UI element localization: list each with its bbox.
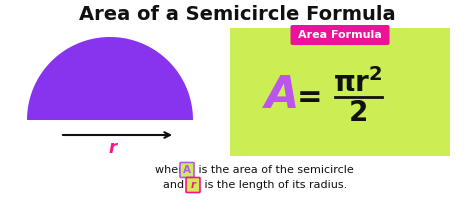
Text: r: r [191,180,196,190]
Text: Area Formula: Area Formula [298,30,382,40]
Text: A: A [265,74,299,116]
Polygon shape [27,37,193,120]
Text: 2: 2 [348,99,368,127]
Text: and: and [163,180,188,190]
FancyBboxPatch shape [186,177,200,192]
FancyBboxPatch shape [230,28,450,156]
Text: where: where [155,165,193,175]
Text: A: A [183,165,191,175]
FancyBboxPatch shape [291,25,390,45]
Text: =: = [297,84,323,112]
Text: r: r [109,139,117,157]
Text: is the area of the semicircle: is the area of the semicircle [195,165,354,175]
Text: Area of a Semicircle Formula: Area of a Semicircle Formula [79,5,395,23]
Text: $\mathbf{\pi r^2}$: $\mathbf{\pi r^2}$ [333,68,383,98]
Text: is the length of its radius.: is the length of its radius. [201,180,347,190]
FancyBboxPatch shape [180,163,194,177]
